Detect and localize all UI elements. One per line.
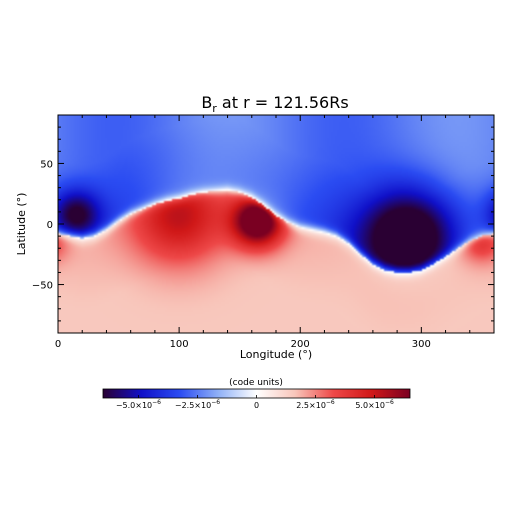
y-tick-label: 50 xyxy=(40,159,53,170)
chart-title-main: B xyxy=(201,93,212,112)
chart-title-rest: at r = 121.56Rs xyxy=(217,93,349,112)
x-tick-label: 0 xyxy=(55,339,61,350)
plot-ticks: 0 100 200 300 −50 0 50 xyxy=(32,115,495,350)
heatmap-image xyxy=(58,115,494,333)
x-axis-label: Longitude (°) xyxy=(240,348,312,361)
y-axis-label: Latitude (°) xyxy=(15,193,28,256)
colorbar-tick-label: −2.5×10−6 xyxy=(175,399,220,410)
y-tick-label: 0 xyxy=(47,220,53,231)
colorbar-label: (code units) xyxy=(229,378,283,388)
chart-title-subscript: r xyxy=(212,102,217,115)
y-tick-label: −50 xyxy=(32,281,53,292)
x-tick-label: 100 xyxy=(170,339,189,350)
x-tick-label: 300 xyxy=(412,339,431,350)
colorbar-tick-label: 5.0×10−6 xyxy=(355,399,394,410)
colorbar-tick-label: 2.5×10−6 xyxy=(296,399,335,410)
x-tick-label: 200 xyxy=(291,339,310,350)
colorbar-tick-label: 0 xyxy=(254,401,259,410)
colorbar-tick-label: −5.0×10−6 xyxy=(116,399,161,410)
chart-title: Br at r = 121.56Rs xyxy=(201,93,348,115)
colorbar-ticks: −5.0×10−6 −2.5×10−6 0 2.5×10−6 5.0×10−6 xyxy=(116,395,394,410)
